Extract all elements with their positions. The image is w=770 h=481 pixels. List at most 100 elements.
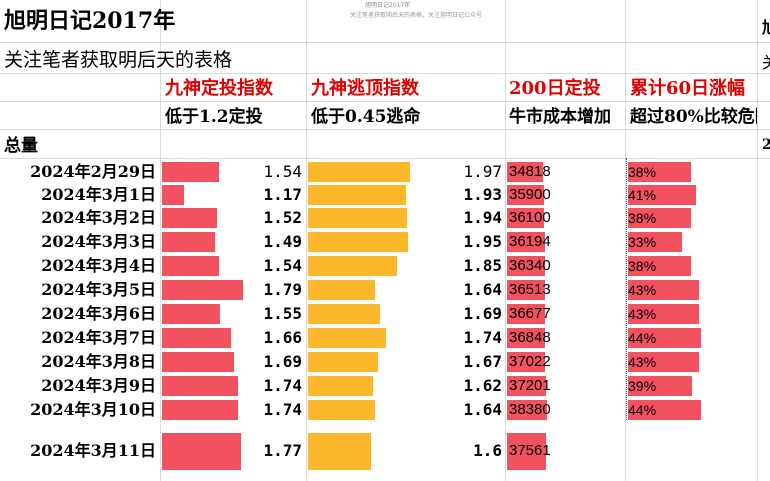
ding-tou-databar — [162, 280, 243, 300]
ding-tou-value[interactable]: 1.74 — [263, 400, 302, 419]
60-day-gain-value[interactable]: 39% — [628, 378, 657, 394]
200-day-value[interactable]: 36677 — [509, 305, 551, 322]
note-200-day[interactable]: 牛市成本增加 — [509, 107, 611, 127]
tao-ding-databar — [308, 162, 410, 182]
ding-tou-value[interactable]: 1.55 — [263, 304, 302, 323]
header-tao-ding-index[interactable]: 九神逃顶指数 — [311, 78, 419, 99]
60-day-gain-value[interactable]: 38% — [628, 164, 657, 180]
tao-ding-databar — [308, 433, 371, 470]
200-day-value[interactable]: 36194 — [509, 233, 551, 250]
tao-ding-value[interactable]: 1.64 — [463, 400, 502, 419]
ding-tou-value[interactable]: 1.79 — [263, 280, 302, 299]
tao-ding-databar — [308, 232, 408, 252]
60-day-gain-databar — [628, 208, 691, 228]
60-day-gain-databar — [628, 376, 692, 396]
row-date[interactable]: 2024年3月2日 — [41, 208, 156, 227]
ding-tou-value[interactable]: 1.69 — [263, 352, 302, 371]
cut-off-subtitle-cell[interactable]: 关 — [762, 49, 770, 73]
cut-off-total-cell[interactable]: 2 — [762, 137, 770, 153]
tao-ding-value[interactable]: 1.93 — [463, 185, 502, 204]
note-ding-tou[interactable]: 低于1.2定投 — [165, 107, 263, 127]
tao-ding-value[interactable]: 1.6 — [473, 441, 502, 460]
row-date[interactable]: 2024年3月8日 — [41, 352, 156, 371]
ding-tou-databar — [162, 352, 234, 372]
200-day-value[interactable]: 36340 — [509, 257, 551, 274]
200-day-databar — [507, 280, 545, 300]
ding-tou-value[interactable]: 1.77 — [263, 441, 302, 460]
row-date[interactable]: 2024年2月29日 — [30, 162, 156, 181]
embedded-mini-subtitle: 关注笔者获取明后天的表格，关注旭明日记公众号 — [350, 12, 483, 19]
sheet-title[interactable]: 旭明日记2017年 — [4, 8, 176, 34]
tao-ding-databar — [308, 328, 386, 348]
row-date[interactable]: 2024年3月1日 — [41, 185, 156, 204]
200-day-databar — [507, 400, 547, 420]
200-day-value[interactable]: 34818 — [509, 163, 551, 180]
sheet-subtitle[interactable]: 关注笔者获取明后天的表格 — [4, 49, 233, 71]
row-date[interactable]: 2024年3月4日 — [41, 256, 156, 275]
header-200-day[interactable]: 200日定投 — [509, 78, 601, 99]
60-day-gain-value[interactable]: 43% — [628, 306, 657, 322]
200-day-value[interactable]: 35900 — [509, 186, 551, 203]
note-60-day[interactable]: 超过80%比较危险 — [630, 107, 757, 127]
row-divider — [0, 42, 770, 43]
200-day-databar — [507, 433, 546, 470]
column-divider — [160, 0, 161, 481]
200-day-value[interactable]: 36848 — [509, 329, 551, 346]
header-60-day-gain[interactable]: 累计60日涨幅 — [630, 78, 746, 99]
60-day-gain-databar — [628, 256, 691, 276]
note-tao-ding[interactable]: 低于0.45逃命 — [311, 107, 421, 127]
row-date[interactable]: 2024年3月5日 — [41, 280, 156, 299]
ding-tou-databar — [162, 232, 215, 252]
ding-tou-value[interactable]: 1.52 — [263, 208, 302, 227]
tao-ding-value[interactable]: 1.95 — [463, 232, 502, 251]
ding-tou-value[interactable]: 1.54 — [263, 162, 302, 181]
60-day-gain-value[interactable]: 44% — [628, 330, 657, 346]
200-day-value[interactable]: 36100 — [509, 209, 551, 226]
ding-tou-value[interactable]: 1.17 — [263, 185, 302, 204]
tao-ding-value[interactable]: 1.85 — [463, 256, 502, 275]
row-date[interactable]: 2024年3月10日 — [30, 400, 156, 419]
ding-tou-databar — [162, 185, 184, 205]
row-date[interactable]: 2024年3月7日 — [41, 328, 156, 347]
60-day-gain-databar — [628, 304, 699, 324]
row-date[interactable]: 2024年3月9日 — [41, 376, 156, 395]
60-day-gain-value[interactable]: 44% — [628, 402, 657, 418]
row-date[interactable]: 2024年3月3日 — [41, 232, 156, 251]
tao-ding-value[interactable]: 1.64 — [463, 280, 502, 299]
dotted-border — [626, 158, 629, 420]
200-day-value[interactable]: 37022 — [509, 353, 551, 370]
200-day-value[interactable]: 37561 — [509, 442, 551, 459]
ding-tou-value[interactable]: 1.74 — [263, 376, 302, 395]
cut-off-title-cell[interactable]: 旭 — [762, 14, 770, 38]
60-day-gain-value[interactable]: 41% — [628, 187, 657, 203]
header-ding-tou-index[interactable]: 九神定投指数 — [165, 78, 273, 99]
200-day-value[interactable]: 37201 — [509, 377, 551, 394]
60-day-gain-databar — [628, 328, 701, 348]
60-day-gain-value[interactable]: 43% — [628, 354, 657, 370]
column-divider — [625, 0, 626, 481]
tao-ding-value[interactable]: 1.97 — [463, 162, 502, 181]
60-day-gain-value[interactable]: 38% — [628, 210, 657, 226]
tao-ding-value[interactable]: 1.69 — [463, 304, 502, 323]
tao-ding-databar — [308, 208, 407, 228]
ding-tou-value[interactable]: 1.49 — [263, 232, 302, 251]
60-day-gain-value[interactable]: 38% — [628, 258, 657, 274]
200-day-value[interactable]: 36513 — [509, 281, 551, 298]
tao-ding-databar — [308, 352, 378, 372]
tao-ding-value[interactable]: 1.74 — [463, 328, 502, 347]
tao-ding-value[interactable]: 1.94 — [463, 208, 502, 227]
60-day-gain-value[interactable]: 43% — [628, 282, 657, 298]
row-date[interactable]: 2024年3月6日 — [41, 304, 156, 323]
ding-tou-value[interactable]: 1.54 — [263, 256, 302, 275]
200-day-databar — [507, 256, 545, 276]
ding-tou-databar — [162, 256, 219, 276]
total-label[interactable]: 总量 — [4, 136, 38, 156]
200-day-value[interactable]: 38380 — [509, 401, 551, 418]
60-day-gain-value[interactable]: 33% — [628, 234, 657, 250]
tao-ding-value[interactable]: 1.62 — [463, 376, 502, 395]
row-date[interactable]: 2024年3月11日 — [30, 441, 156, 460]
tao-ding-value[interactable]: 1.67 — [463, 352, 502, 371]
ding-tou-value[interactable]: 1.66 — [263, 328, 302, 347]
embedded-mini-title: 旭明日记2017年 — [365, 2, 411, 9]
